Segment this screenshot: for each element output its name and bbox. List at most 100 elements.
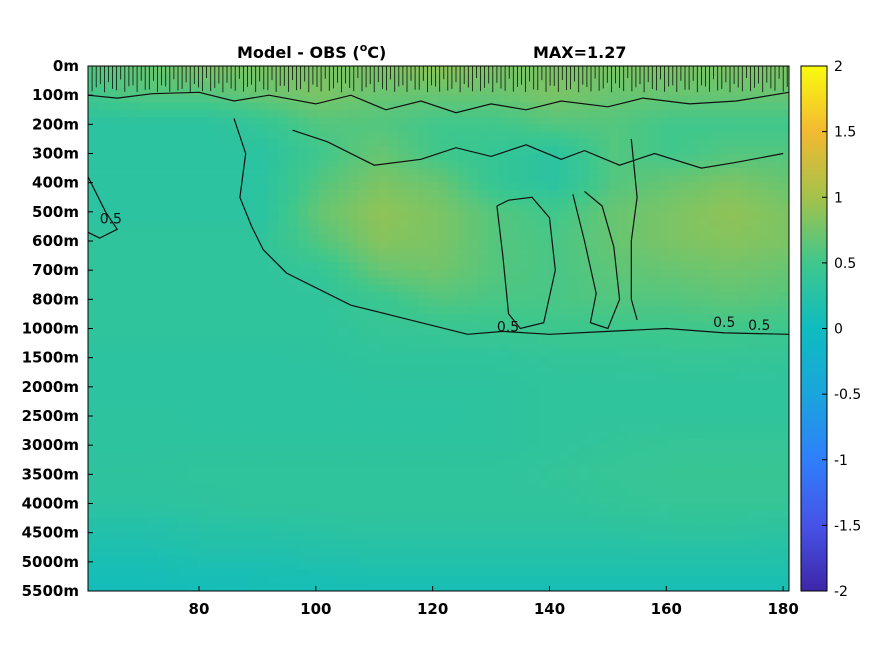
heatmap-cell — [108, 292, 119, 300]
heatmap-cell — [198, 561, 209, 570]
heatmap-cell — [528, 241, 540, 249]
heatmap-cell — [468, 153, 480, 162]
heatmap-cell — [518, 87, 530, 96]
heatmap-cell — [758, 204, 770, 213]
heatmap-cell — [358, 481, 369, 490]
heatmap-cell — [688, 386, 700, 395]
heatmap-cell — [708, 117, 720, 125]
heatmap-cell — [468, 182, 480, 191]
heatmap-cell — [608, 350, 620, 359]
heatmap-cell — [208, 87, 219, 96]
heatmap-cell — [388, 437, 400, 446]
heatmap-cell — [268, 248, 279, 257]
heatmap-cell — [318, 335, 329, 344]
heatmap-cell — [198, 292, 209, 300]
heatmap-cell — [128, 452, 139, 461]
heatmap-cell — [98, 321, 109, 330]
heatmap-cell — [618, 328, 630, 337]
heatmap-cell — [288, 496, 299, 505]
heatmap-cell — [628, 525, 640, 534]
heatmap-cell — [778, 394, 789, 403]
heatmap-cell — [108, 204, 119, 213]
heatmap-cell — [718, 423, 730, 432]
heatmap-cell — [438, 299, 450, 308]
heatmap-cell — [508, 241, 520, 249]
heatmap-cell — [448, 313, 460, 322]
heatmap-cell — [348, 131, 359, 140]
heatmap-cell — [88, 518, 99, 526]
heatmap-cell — [448, 226, 460, 235]
heatmap-cell — [308, 292, 319, 300]
heatmap-cell — [318, 262, 329, 271]
heatmap-cell — [428, 131, 440, 140]
heatmap-cell — [758, 372, 770, 381]
heatmap-cell — [678, 299, 690, 308]
heatmap-cell — [598, 561, 610, 570]
heatmap-cell — [228, 467, 239, 475]
heatmap-cell — [238, 102, 249, 111]
heatmap-cell — [468, 496, 480, 505]
heatmap-cell — [118, 80, 129, 89]
heatmap-cell — [498, 532, 510, 541]
heatmap-cell — [388, 408, 400, 417]
heatmap-cell — [748, 204, 760, 213]
heatmap-cell — [628, 262, 640, 271]
heatmap-cell — [368, 357, 380, 366]
heatmap-cell — [558, 525, 570, 534]
heatmap-cell — [678, 510, 690, 519]
heatmap-cell — [448, 109, 460, 118]
heatmap-cell — [458, 343, 470, 351]
heatmap-cell — [468, 255, 480, 264]
heatmap-cell — [728, 160, 740, 169]
heatmap-cell — [488, 569, 500, 578]
heatmap-cell — [768, 423, 780, 432]
heatmap-cell — [548, 306, 560, 315]
heatmap-cell — [168, 189, 179, 198]
heatmap-cell — [678, 561, 690, 570]
heatmap-cell — [88, 379, 99, 388]
heatmap-cell — [598, 117, 610, 125]
heatmap-cell — [458, 306, 470, 315]
heatmap-cell — [158, 66, 169, 74]
heatmap-cell — [698, 547, 710, 556]
heatmap-cell — [398, 146, 410, 155]
heatmap-cell — [358, 95, 369, 104]
heatmap-cell — [98, 394, 109, 403]
heatmap-cell — [738, 109, 750, 118]
heatmap-cell — [178, 372, 189, 381]
heatmap-cell — [718, 270, 730, 279]
heatmap-cell — [88, 401, 99, 410]
heatmap-cell — [478, 379, 490, 388]
heatmap-cell — [218, 576, 229, 585]
heatmap-cell — [458, 197, 470, 206]
heatmap-cell — [558, 299, 570, 308]
heatmap-cell — [538, 510, 550, 519]
heatmap-cell — [318, 87, 329, 96]
heatmap-cell — [688, 299, 700, 308]
heatmap-cell — [708, 372, 720, 381]
heatmap-cell — [768, 357, 780, 366]
heatmap-cell — [748, 452, 760, 461]
heatmap-cell — [648, 138, 660, 147]
heatmap-cell — [728, 102, 740, 111]
heatmap-cell — [178, 284, 189, 293]
heatmap-cell — [188, 270, 199, 279]
heatmap-cell — [658, 66, 670, 74]
heatmap-cell — [408, 219, 420, 228]
heatmap-cell — [608, 233, 620, 242]
heatmap-cell — [638, 233, 650, 242]
heatmap-cell — [448, 328, 460, 337]
heatmap-cell — [608, 73, 620, 82]
heatmap-cell — [498, 481, 510, 490]
heatmap-cell — [538, 262, 550, 271]
heatmap-cell — [388, 160, 400, 169]
heatmap-cell — [538, 255, 550, 264]
heatmap-cell — [688, 474, 700, 483]
heatmap-cell — [558, 117, 570, 125]
heatmap-cell — [168, 503, 179, 512]
heatmap-cell — [248, 80, 259, 89]
heatmap-cell — [678, 467, 690, 475]
heatmap-cell — [758, 547, 770, 556]
heatmap-cell — [178, 87, 189, 96]
heatmap-cell — [518, 576, 530, 585]
